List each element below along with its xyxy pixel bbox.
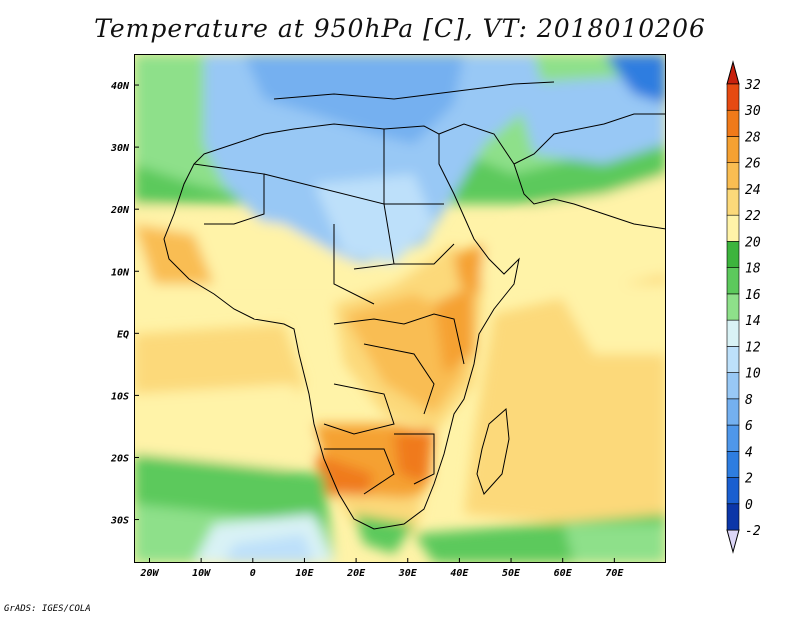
colorbar-label: 30 — [744, 104, 761, 119]
map-panel — [134, 54, 666, 563]
colorbar-swatch — [726, 319, 740, 347]
lat-tick-label: 30S — [110, 516, 129, 527]
colorbar-swatch — [726, 424, 740, 452]
lon-tick-label: 10W — [192, 568, 211, 579]
lat-tick-label: 10N — [111, 267, 130, 278]
lat-tick-label: 10S — [111, 391, 129, 402]
coastlines — [163, 81, 666, 530]
lon-tick-label: 60E — [554, 568, 573, 579]
colorbar-label: 10 — [745, 367, 761, 382]
lon-tick-label: 50E — [502, 568, 521, 579]
colorbar-over-arrow — [726, 60, 740, 85]
colorbar-label: 18 — [745, 262, 761, 277]
colorbar-swatch — [726, 241, 740, 268]
colorbar-swatch — [726, 372, 740, 400]
colorbar-swatch — [726, 162, 740, 190]
colorbar-label: 32 — [744, 78, 761, 93]
colorbar-swatch — [726, 267, 740, 295]
lon-tick-label: 20W — [139, 568, 159, 579]
temperature-map — [134, 54, 666, 563]
map-frame — [134, 54, 666, 563]
colorbar-swatch — [726, 293, 740, 321]
lat-tick-label: 20S — [110, 453, 129, 464]
temperature-field — [134, 54, 666, 563]
colorbar-label: 12 — [745, 340, 761, 355]
colorbar-label: -2 — [745, 524, 761, 539]
chart-title: Temperature at 950hPa [C], VT: 201801020… — [94, 14, 706, 43]
grads-credit: GrADS: IGES/COLA — [4, 604, 91, 614]
lon-tick-label: 70E — [605, 568, 624, 579]
colorbar-under-arrow — [726, 529, 740, 554]
colorbar-swatch — [726, 503, 740, 531]
colorbar-swatch — [726, 188, 740, 216]
colorbar-label: 0 — [745, 498, 753, 513]
lat-tick-label: 40N — [111, 81, 130, 92]
colorbar-label: 2 — [745, 472, 753, 487]
colorbar-swatch — [726, 450, 740, 478]
lat-tick-label: 30N — [110, 143, 130, 154]
lat-tick-label: 20N — [110, 205, 130, 216]
colorbar-swatch — [726, 346, 740, 373]
colorbar-label: 26 — [745, 157, 761, 172]
colorbar-label: 16 — [745, 288, 761, 303]
lon-tick-label: 0 — [250, 568, 256, 579]
lon-tick-label: 10E — [295, 568, 314, 579]
colorbar-label: 8 — [745, 393, 753, 408]
colorbar-label: 6 — [745, 419, 753, 434]
colorbar-label: 4 — [745, 445, 753, 460]
colorbar-label: 14 — [745, 314, 761, 329]
colorbar-label: 24 — [745, 183, 761, 198]
colorbar-swatch — [726, 109, 740, 137]
colorbar-swatch — [726, 398, 740, 426]
lat-tick-label: EQ — [117, 329, 129, 340]
colorbar-label: 28 — [745, 130, 761, 145]
colorbar-label: 22 — [745, 209, 761, 224]
lon-tick-label: 30E — [398, 568, 418, 579]
lon-tick-label: 20E — [346, 568, 366, 579]
colorbar-swatch — [726, 477, 740, 505]
colorbar-label: 20 — [745, 235, 761, 250]
lon-tick-label: 40E — [450, 568, 469, 579]
colorbar-swatch — [726, 214, 740, 242]
colorbar-swatch — [726, 83, 740, 111]
colorbar-swatch — [726, 136, 740, 164]
